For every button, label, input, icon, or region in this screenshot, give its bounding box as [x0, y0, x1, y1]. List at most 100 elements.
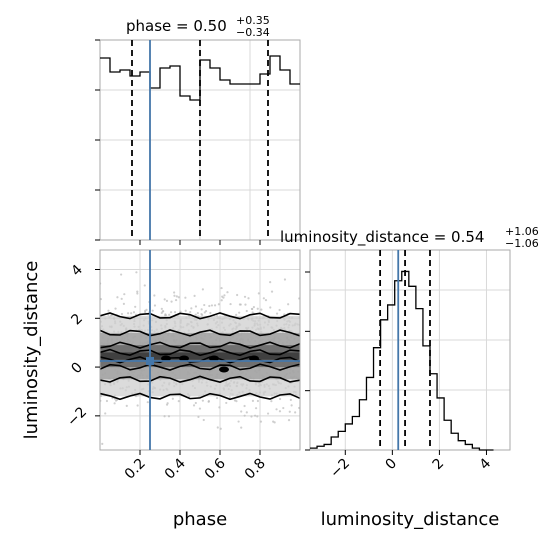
sample-point [278, 308, 281, 312]
sample-point [194, 401, 197, 405]
sample-point [163, 415, 166, 418]
sample-point [165, 299, 169, 303]
sample-point [240, 426, 243, 429]
sample-point [217, 303, 220, 306]
y-axis-label-distance: luminosity_distance [21, 261, 42, 440]
sample-point [101, 442, 104, 445]
axis-labels: phase = 0.50 +0.35 −0.34 luminosity_dist… [21, 14, 539, 530]
sample-point [167, 415, 171, 418]
sample-point [226, 291, 229, 294]
distance-title: luminosity_distance = 0.54 [280, 228, 484, 247]
histogram-step [310, 270, 494, 451]
sample-point [239, 303, 242, 306]
contour-line [100, 392, 300, 401]
sample-point [278, 410, 282, 413]
sample-point [220, 286, 223, 290]
sample-point [236, 293, 239, 297]
sample-point [145, 308, 148, 311]
sample-point [173, 294, 176, 297]
sample-point [146, 401, 149, 404]
sample-point [130, 312, 133, 315]
density-peak [219, 366, 229, 373]
sample-point [278, 397, 282, 401]
sample-point [169, 311, 173, 314]
contour-line [100, 329, 300, 337]
sample-point [254, 407, 258, 410]
distance-histogram-panel: −2 0 2 4 [305, 249, 511, 482]
sample-point [250, 307, 254, 311]
y-tick-label: −2 [64, 404, 90, 430]
sample-point [210, 304, 214, 307]
sample-point [240, 410, 243, 413]
sample-point [269, 281, 272, 284]
sample-point [288, 410, 291, 413]
sample-point [253, 414, 257, 417]
sample-point [245, 309, 248, 313]
sample-point [262, 297, 265, 300]
density-band [100, 352, 300, 360]
sample-point [251, 399, 255, 402]
sample-point [275, 312, 279, 315]
sample-point [233, 399, 237, 402]
density-peak [179, 355, 189, 362]
sample-point [243, 295, 247, 298]
panel-frame [309, 249, 511, 451]
sample-point [207, 400, 210, 403]
phase-title-minus: −0.34 [236, 26, 270, 39]
x-tick-label: 0.8 [242, 456, 269, 483]
sample-point [225, 401, 228, 405]
sample-point [144, 311, 147, 314]
sample-point [126, 312, 130, 315]
sample-point [107, 309, 110, 312]
phase-title: phase = 0.50 [126, 17, 227, 35]
x-tick-label: 0.6 [202, 455, 229, 482]
sample-point [163, 298, 166, 301]
density-layer [100, 250, 300, 450]
sample-point [194, 313, 197, 316]
sample-point [122, 302, 125, 305]
sample-point [209, 311, 212, 315]
sample-point [153, 304, 157, 307]
sample-point [153, 294, 156, 297]
sample-point [208, 304, 211, 308]
sample-point [132, 311, 136, 314]
sample-point [136, 292, 139, 295]
sample-point [162, 309, 165, 313]
contour-line [100, 341, 300, 349]
sample-point [192, 404, 196, 407]
sample-point [171, 397, 174, 400]
sample-point [136, 404, 139, 407]
sample-point [196, 311, 199, 315]
y-tick-label: 4 [68, 262, 86, 280]
phase-vs-distance-density-panel: 0.2 0.4 0.6 0.8 −2 0 2 4 [64, 249, 301, 483]
panel-frame [99, 249, 301, 451]
sample-point [198, 407, 202, 410]
sample-point [244, 303, 247, 306]
density-peak [249, 355, 259, 362]
sample-point [197, 415, 200, 418]
sample-point [136, 290, 139, 293]
sample-point [166, 402, 169, 405]
contour-line [100, 375, 300, 383]
x-tick-label: −2 [327, 456, 353, 482]
density-peak [161, 355, 171, 362]
truth-marker [146, 356, 154, 365]
sample-point [113, 402, 116, 405]
sample-point [120, 312, 124, 316]
sample-point [173, 311, 177, 314]
sample-point [120, 273, 123, 276]
sample-point [256, 415, 259, 418]
sample-point [202, 418, 205, 422]
sample-point [175, 295, 178, 298]
sample-point [275, 408, 278, 411]
sample-point [260, 308, 263, 311]
contour-line [100, 312, 300, 320]
sample-point [168, 313, 171, 316]
sample-point [143, 284, 146, 287]
sample-point [116, 296, 119, 299]
phase-histogram-panel [95, 39, 301, 245]
sample-point [120, 297, 123, 300]
sample-point [289, 398, 292, 401]
x-tick-label: 2 [430, 456, 448, 474]
sample-point [256, 399, 259, 403]
